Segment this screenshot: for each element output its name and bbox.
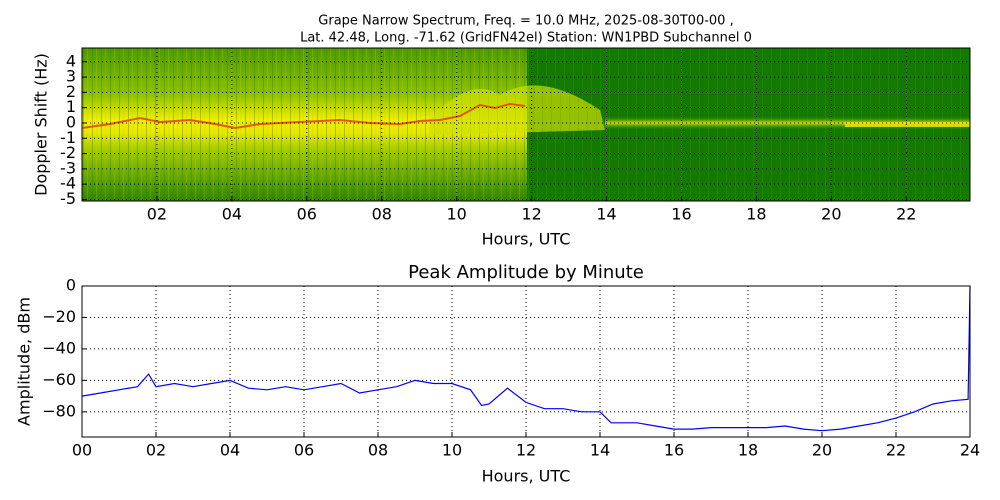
spectrogram-image (82, 48, 970, 201)
y-tick-label: −80 (42, 401, 76, 420)
x-tick-label: 12 (516, 441, 536, 460)
x-tick-label: 16 (671, 205, 691, 224)
x-tick-label: 20 (812, 441, 832, 460)
y-tick-label: 2 (66, 82, 76, 101)
chart-title: Lat. 42.48, Long. -71.62 (GridFN42el) St… (300, 31, 752, 46)
y-tick-label: 3 (66, 67, 76, 86)
plot-frame (81, 285, 971, 438)
x-tick-label: 06 (294, 441, 314, 460)
chart-title: Grape Narrow Spectrum, Freq. = 10.0 MHz,… (318, 14, 733, 29)
y-tick-label: 4 (66, 51, 76, 70)
x-tick-label: 02 (147, 205, 167, 224)
x-tick-label: 08 (372, 205, 392, 224)
x-axis-label: Hours, UTC (482, 230, 571, 249)
y-tick-label: −60 (42, 370, 76, 389)
x-tick-label: 14 (590, 441, 610, 460)
y-tick-label: −40 (42, 338, 76, 357)
x-tick-label: 16 (664, 441, 684, 460)
y-tick-label: 0 (66, 276, 76, 295)
y-axis-label: Doppler Shift (Hz) (32, 53, 51, 196)
y-tick-label: -1 (60, 128, 76, 147)
x-tick-label: 22 (886, 441, 906, 460)
x-tick-label: 14 (596, 205, 616, 224)
y-tick-label: -2 (60, 143, 76, 162)
y-axis-label: Amplitude, dBm (15, 297, 34, 426)
x-tick-label: 18 (738, 441, 758, 460)
y-tick-label: -4 (60, 174, 76, 193)
x-tick-label: 22 (896, 205, 916, 224)
x-tick-label: 10 (442, 441, 462, 460)
x-tick-label: 20 (821, 205, 841, 224)
chart-title: Peak Amplitude by Minute (408, 262, 644, 283)
x-tick-label: 04 (222, 205, 242, 224)
y-tick-label: −20 (42, 307, 76, 326)
x-tick-label: 02 (146, 441, 166, 460)
y-tick-label: 0 (66, 112, 76, 131)
x-tick-label: 24 (960, 441, 980, 460)
x-tick-label: 04 (220, 441, 240, 460)
plot-frame (81, 47, 971, 202)
amplitude-line (81, 285, 971, 432)
x-axis-label: Hours, UTC (482, 467, 571, 486)
x-tick-label: 06 (297, 205, 317, 224)
x-tick-label: 00 (72, 441, 92, 460)
x-tick-label: 18 (746, 205, 766, 224)
y-tick-label: 1 (66, 97, 76, 116)
y-tick-label: -3 (60, 158, 76, 177)
x-tick-label: 12 (521, 205, 541, 224)
y-tick-label: -5 (60, 189, 76, 208)
x-tick-label: 10 (447, 205, 467, 224)
x-tick-label: 08 (368, 441, 388, 460)
